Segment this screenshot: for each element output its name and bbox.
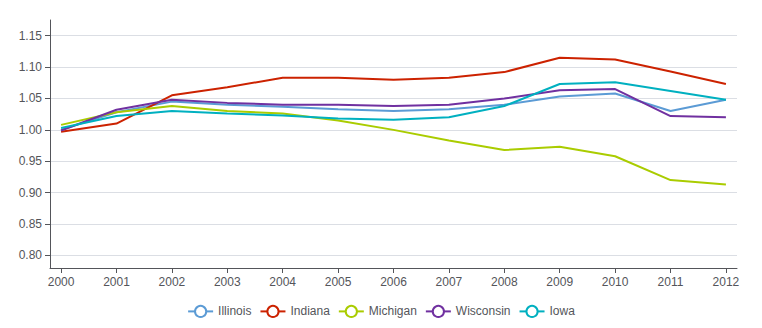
svg-text:2003: 2003 (214, 275, 241, 289)
svg-text:Indiana: Indiana (290, 304, 330, 318)
svg-text:2001: 2001 (103, 275, 130, 289)
svg-text:1.05: 1.05 (19, 91, 43, 105)
svg-text:2006: 2006 (380, 275, 407, 289)
svg-text:1.10: 1.10 (19, 60, 43, 74)
svg-text:0.95: 0.95 (19, 154, 43, 168)
svg-text:2008: 2008 (491, 275, 518, 289)
svg-text:0.90: 0.90 (19, 186, 43, 200)
svg-text:Michigan: Michigan (369, 304, 417, 318)
svg-text:1.00: 1.00 (19, 123, 43, 137)
svg-text:Iowa: Iowa (550, 304, 576, 318)
svg-text:2009: 2009 (546, 275, 573, 289)
svg-text:2011: 2011 (658, 275, 684, 289)
svg-text:Wisconsin: Wisconsin (456, 304, 511, 318)
svg-text:2012: 2012 (713, 275, 740, 289)
svg-text:2005: 2005 (325, 275, 352, 289)
svg-text:2000: 2000 (48, 275, 75, 289)
svg-text:0.80: 0.80 (19, 248, 43, 262)
svg-text:2004: 2004 (269, 275, 296, 289)
svg-text:2007: 2007 (436, 275, 463, 289)
svg-text:Illinois: Illinois (218, 304, 251, 318)
svg-text:0.85: 0.85 (19, 217, 43, 231)
svg-text:2002: 2002 (159, 275, 186, 289)
svg-text:1.15: 1.15 (19, 29, 43, 43)
svg-text:2010: 2010 (602, 275, 629, 289)
